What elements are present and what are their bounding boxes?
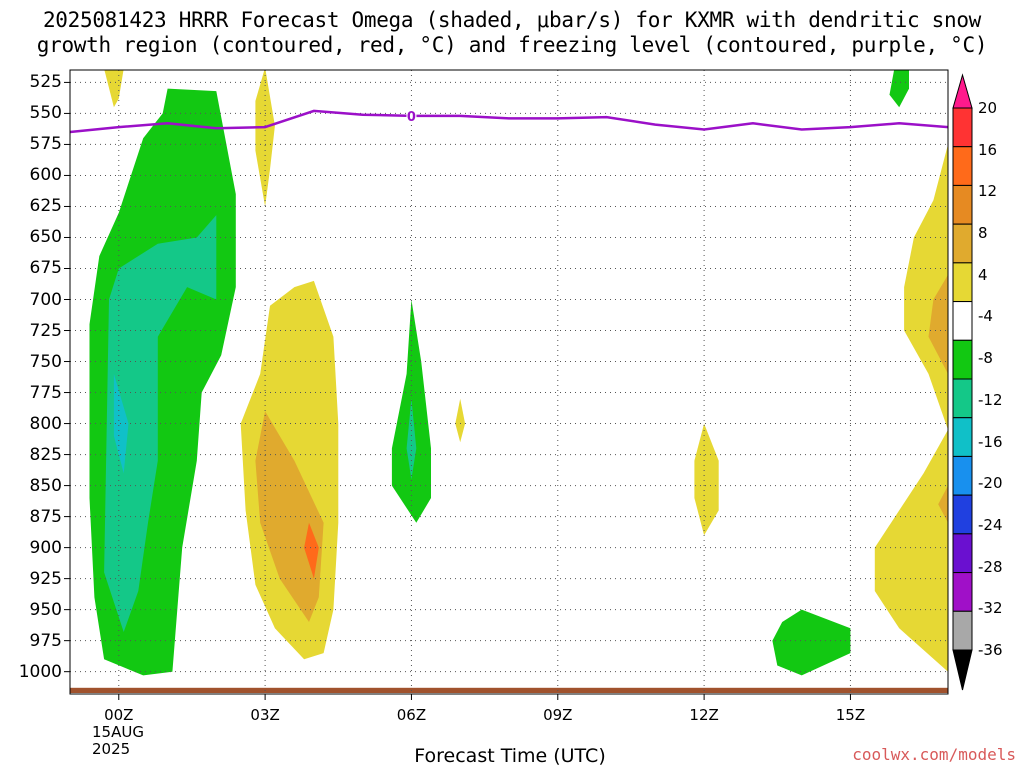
colorbar-bin (952, 223, 973, 264)
y-tick-label: 850 (29, 475, 62, 496)
y-tick-label: 575 (29, 134, 62, 155)
omega-region-2 (104, 215, 217, 632)
x-tick-label: 15Z (835, 706, 866, 724)
colorbar-bin (952, 494, 973, 535)
omega-region-3 (113, 373, 129, 474)
omega-region-10 (455, 398, 466, 443)
y-tick-label: 675 (29, 258, 62, 279)
grid-layer (70, 70, 948, 694)
colorbar-bin (952, 146, 973, 186)
axis-ticks (64, 81, 851, 700)
y-tick-label: 875 (29, 506, 62, 527)
chart-title-line-2: growth region (contoured, red, °C) and f… (36, 33, 988, 57)
plot-frame (69, 69, 949, 695)
freezing-level-label-bg (406, 107, 417, 123)
x-axis-title: Forecast Time (UTC) (414, 745, 606, 767)
colorbar-label: -32 (978, 599, 1003, 618)
y-tick-label: 1000 (18, 661, 62, 682)
chart-title-line-1: 2025081423 HRRR Forecast Omega (shaded, … (42, 8, 982, 32)
colorbar-bin (952, 455, 973, 496)
x-date-sublabel: 2025 (92, 740, 131, 758)
y-tick-label: 975 (29, 630, 62, 651)
colorbar-label: 12 (978, 182, 998, 201)
omega-region-4 (255, 70, 275, 207)
y-tick-label: 800 (29, 413, 62, 434)
y-tick-label: 550 (29, 103, 62, 124)
omega-region-13 (889, 70, 909, 108)
y-tick-label: 600 (29, 165, 62, 186)
omega-shading-layer (70, 70, 948, 693)
x-tick-label: 09Z (543, 706, 573, 724)
colorbar-label: -8 (978, 349, 993, 368)
y-tick-label: 925 (29, 568, 62, 589)
freezing-level-label: 0 (407, 110, 416, 125)
colorbar-top-arrow (952, 73, 973, 109)
colorbar-label: 16 (978, 140, 998, 159)
colorbar-label: -16 (978, 432, 1003, 451)
y-tick-label: 825 (29, 444, 62, 465)
colorbar-bin (952, 184, 973, 225)
colorbar-label: -20 (978, 474, 1003, 493)
y-tick-label: 525 (29, 72, 62, 93)
colorbar (952, 73, 973, 691)
x-tick-label: 00Z (104, 706, 134, 724)
colorbar-bin (952, 262, 973, 303)
y-tick-label: 725 (29, 320, 62, 341)
y-tick-label: 950 (29, 599, 62, 620)
x-tick-label: 03Z (250, 706, 280, 724)
colorbar-bin (952, 417, 973, 457)
colorbar-label: -12 (978, 390, 1003, 409)
colorbar-label: -4 (978, 307, 993, 326)
omega-region-0 (104, 70, 124, 108)
y-tick-label: 625 (29, 196, 62, 217)
x-tick-label: 06Z (396, 706, 427, 724)
colorbar-bottom-arrow (952, 649, 973, 691)
omega-region-9 (406, 398, 417, 480)
colorbar-label: -28 (978, 557, 1003, 576)
colorbar-bin (952, 533, 973, 574)
colorbar-label: 20 (978, 99, 998, 117)
omega-region-6 (255, 411, 324, 622)
omega-region-14 (874, 144, 948, 672)
freezing-level-line (70, 109, 948, 134)
y-tick-label: 700 (29, 289, 62, 310)
y-tick-label: 900 (29, 537, 62, 558)
omega-region-11 (694, 423, 719, 536)
colorbar-label: -36 (978, 641, 1003, 659)
omega-region-16 (938, 485, 948, 523)
colorbar-bin (952, 378, 973, 419)
x-tick-label: 12Z (689, 706, 719, 724)
colorbar-bin (952, 107, 973, 148)
omega-region-12 (772, 609, 851, 676)
y-tick-label: 650 (29, 227, 62, 248)
colorbar-bin (952, 610, 973, 651)
x-date-sublabel: 15AUG (92, 723, 144, 741)
colorbar-bin (952, 572, 973, 612)
colorbar-bin (952, 301, 973, 341)
colorbar-bin (952, 339, 973, 380)
colorbar-label: 4 (978, 265, 988, 284)
y-tick-label: 750 (29, 351, 62, 372)
omega-region-7 (304, 522, 319, 579)
freezing-level-layer: 0 (70, 107, 948, 134)
colorbar-label: -24 (978, 515, 1003, 534)
omega-region-15 (928, 274, 948, 374)
y-tick-label: 775 (29, 382, 62, 403)
colorbar-label: 8 (978, 224, 988, 243)
credit-link[interactable]: coolwx.com/models (852, 745, 1016, 764)
ground-strip (70, 687, 948, 693)
